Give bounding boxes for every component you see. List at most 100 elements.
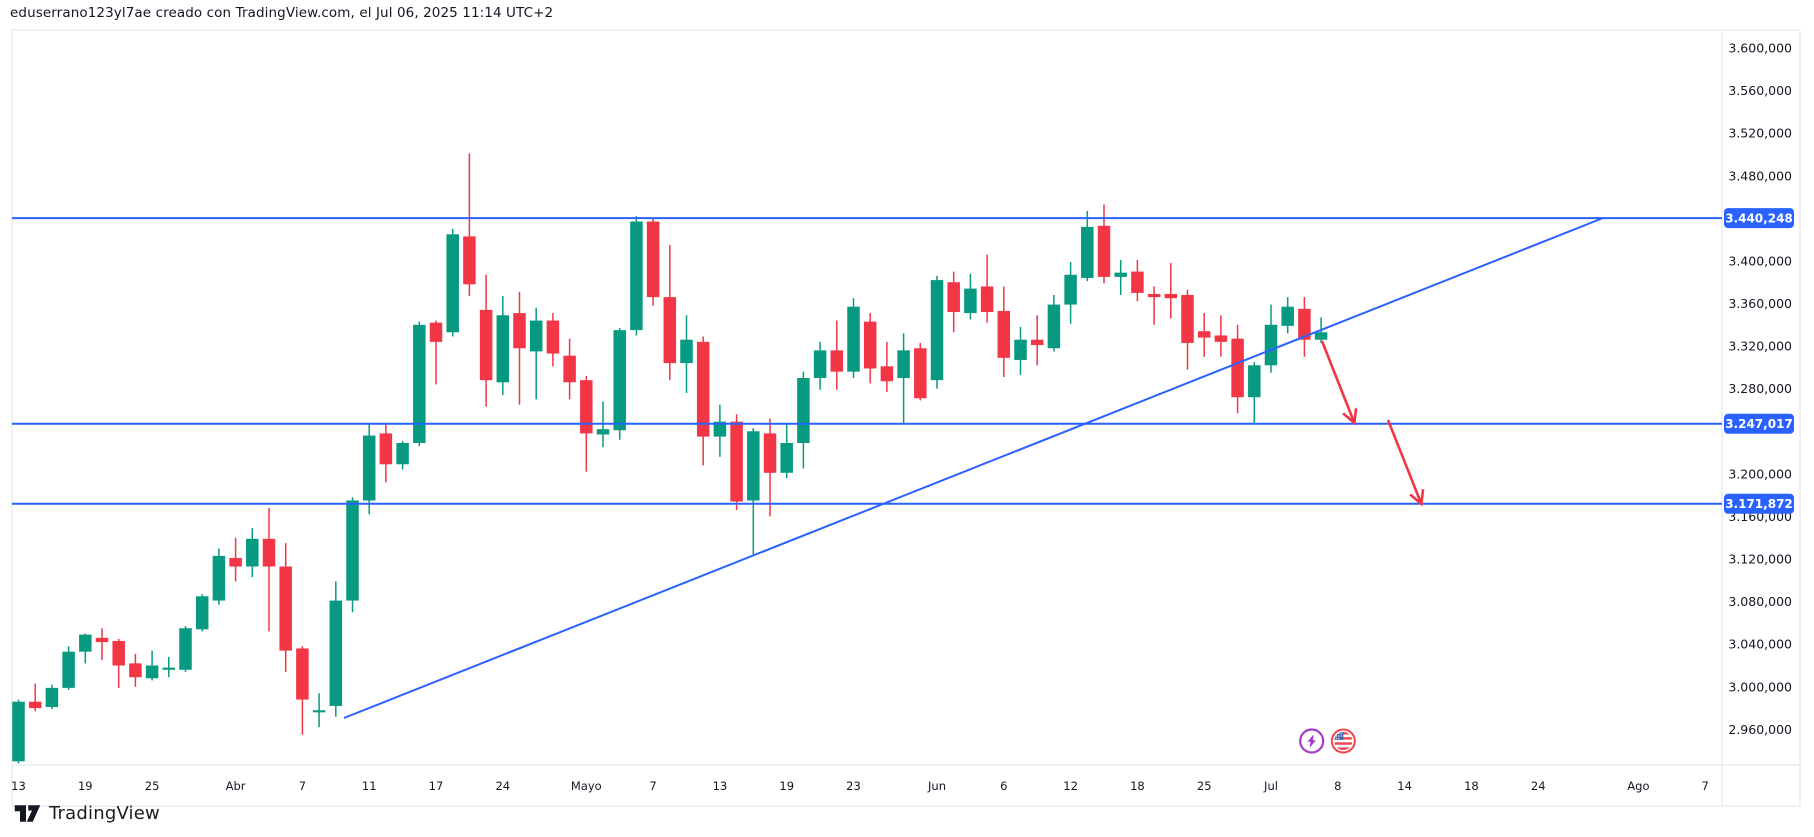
time-scale-label: 11 bbox=[362, 779, 377, 793]
us-flag-icon[interactable] bbox=[1330, 728, 1356, 754]
candle bbox=[45, 684, 59, 710]
candle bbox=[162, 656, 176, 678]
price-scale-label: 3.120,000 bbox=[1728, 552, 1792, 567]
candle bbox=[1064, 261, 1077, 324]
candle bbox=[479, 274, 493, 407]
chart-frame bbox=[11, 29, 1801, 807]
candle bbox=[713, 404, 727, 457]
price-scale[interactable]: 3.600,000 3.560,000 3.520,000 3.480,000 3.40… bbox=[1728, 40, 1792, 736]
price-line-badge bbox=[1724, 208, 1794, 229]
candle bbox=[396, 440, 409, 470]
candle bbox=[1030, 315, 1044, 366]
price-line-badge bbox=[1724, 493, 1794, 514]
price-line-badge-value: 3.171,872 bbox=[1725, 497, 1793, 511]
candle bbox=[1264, 304, 1278, 373]
price-scale-label: 3.360,000 bbox=[1728, 296, 1792, 311]
candle bbox=[546, 313, 560, 367]
candle bbox=[1281, 297, 1294, 334]
candle bbox=[947, 271, 960, 333]
price-scale-label: 3.320,000 bbox=[1728, 339, 1792, 354]
candle bbox=[1164, 263, 1178, 319]
time-scale-label: 13 bbox=[713, 779, 728, 793]
lightning-icon[interactable] bbox=[1299, 728, 1325, 754]
chart-attribution-title: eduserrano123yl7ae creado con TradingVie… bbox=[10, 5, 554, 21]
price-line-badge-value: 3.247,017 bbox=[1725, 417, 1793, 431]
price-scale-label: 3.400,000 bbox=[1728, 253, 1792, 268]
candle bbox=[563, 338, 576, 400]
candle bbox=[212, 548, 226, 605]
candle bbox=[1181, 289, 1194, 370]
candle bbox=[680, 315, 693, 393]
time-scale-label: 14 bbox=[1397, 779, 1412, 793]
candle bbox=[262, 507, 276, 632]
candle bbox=[696, 336, 710, 466]
candle bbox=[1298, 297, 1311, 357]
candle bbox=[529, 307, 543, 400]
candle bbox=[413, 321, 426, 447]
time-scale-label: 7 bbox=[299, 779, 306, 793]
projection-arrow[interactable] bbox=[1386, 419, 1425, 507]
candle bbox=[763, 418, 777, 517]
time-scale-label: Jul bbox=[1263, 779, 1278, 793]
candle bbox=[179, 626, 192, 672]
candle bbox=[279, 543, 292, 672]
candle bbox=[880, 341, 894, 392]
candle bbox=[830, 320, 844, 390]
horizontal-price-line[interactable]: 3.440,248 bbox=[12, 208, 1794, 229]
trendline[interactable] bbox=[343, 217, 1604, 719]
time-scale-label: 24 bbox=[1531, 779, 1546, 793]
candle bbox=[897, 333, 910, 424]
projection-arrow[interactable] bbox=[1320, 340, 1358, 426]
candle bbox=[1197, 313, 1211, 357]
price-scale-label: 3.000,000 bbox=[1728, 679, 1792, 694]
candle bbox=[1014, 326, 1027, 375]
candle bbox=[780, 423, 793, 479]
candle bbox=[379, 422, 393, 483]
candle bbox=[1081, 210, 1094, 282]
candle bbox=[312, 693, 326, 728]
candle bbox=[914, 342, 927, 401]
horizontal-price-line[interactable]: 3.247,017 bbox=[12, 413, 1794, 434]
candle bbox=[730, 414, 743, 511]
time-scale-label: Jun bbox=[927, 779, 946, 793]
candlestick-series bbox=[12, 153, 1328, 764]
candle bbox=[362, 422, 376, 515]
time-scale-label: 19 bbox=[78, 779, 93, 793]
candle bbox=[663, 244, 677, 381]
candle bbox=[446, 228, 459, 337]
time-scale-label: 18 bbox=[1464, 779, 1479, 793]
candle bbox=[496, 296, 510, 396]
time-scale-label: Abr bbox=[226, 779, 246, 793]
time-scale-label: 7 bbox=[1702, 779, 1709, 793]
candle bbox=[1047, 294, 1061, 352]
time-scale-label: 8 bbox=[1334, 779, 1341, 793]
candle bbox=[346, 497, 359, 613]
time-scale-label: Mayo bbox=[571, 779, 602, 793]
candle bbox=[296, 646, 309, 735]
candle bbox=[145, 650, 159, 681]
time-scale[interactable]: 13 19 25 Abr 7 11 17 24 Mayo 7 13 19 23 Jun 6 12 18 25 Jul… bbox=[11, 779, 1709, 793]
tradingview-logo[interactable]: TradingView bbox=[14, 803, 160, 824]
candle bbox=[980, 254, 994, 323]
horizontal-price-line[interactable]: 3.171,872 bbox=[12, 493, 1794, 514]
candle bbox=[1248, 362, 1261, 424]
candle bbox=[329, 581, 343, 717]
candle bbox=[797, 371, 810, 469]
tradingview-logo-icon bbox=[14, 805, 41, 822]
time-scale-label: 6 bbox=[1000, 779, 1007, 793]
time-scale-label: 12 bbox=[1063, 779, 1078, 793]
candle bbox=[747, 428, 760, 555]
tradingview-logo-text: TradingView bbox=[49, 803, 160, 824]
time-scale-label: 18 bbox=[1130, 779, 1145, 793]
price-scale-label: 3.280,000 bbox=[1728, 381, 1792, 396]
candle bbox=[930, 275, 944, 389]
price-line-badge-value: 3.440,248 bbox=[1725, 211, 1793, 225]
price-scale-label: 3.080,000 bbox=[1728, 594, 1792, 609]
candle bbox=[1114, 259, 1127, 295]
price-scale-label: 3.520,000 bbox=[1728, 126, 1792, 141]
candle bbox=[1214, 315, 1228, 357]
candle bbox=[513, 291, 526, 405]
time-scale-label: 13 bbox=[11, 779, 26, 793]
candle bbox=[964, 273, 977, 320]
